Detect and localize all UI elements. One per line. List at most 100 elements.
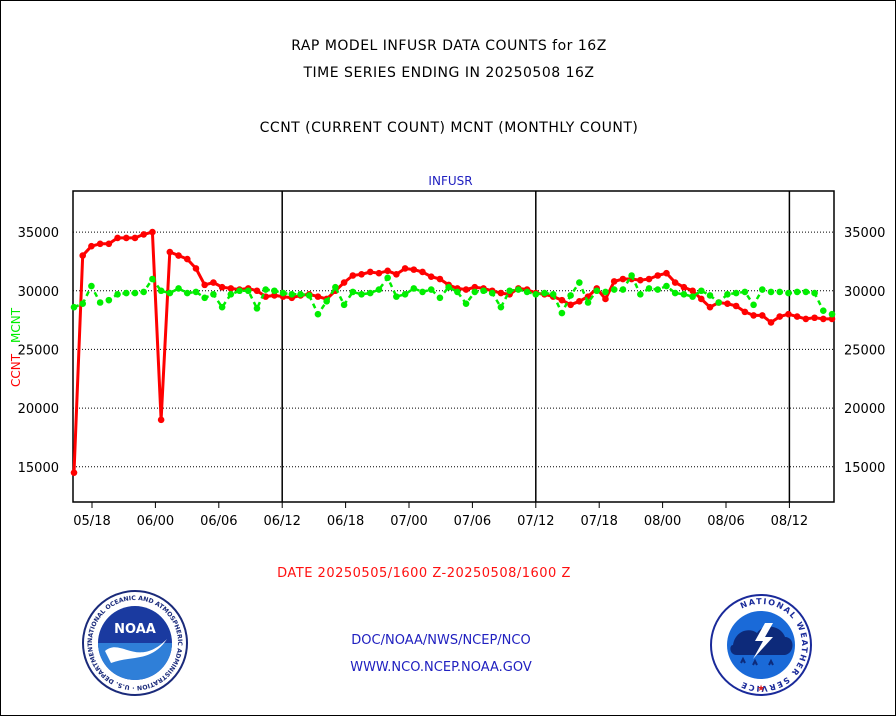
data-point-ccnt — [201, 281, 208, 289]
data-point-mcnt — [724, 290, 731, 298]
data-point-mcnt — [488, 289, 496, 297]
data-point-mcnt — [271, 287, 278, 295]
data-point-ccnt — [183, 255, 191, 263]
data-point-mcnt — [480, 287, 487, 295]
data-point-mcnt — [793, 288, 801, 296]
data-point-ccnt — [680, 283, 688, 291]
data-point-mcnt — [593, 287, 601, 295]
data-point-ccnt — [732, 302, 740, 310]
data-point-mcnt — [210, 290, 217, 298]
data-point-mcnt — [140, 288, 148, 296]
data-point-mcnt — [619, 286, 627, 293]
data-point-mcnt — [741, 288, 749, 296]
data-point-mcnt — [802, 288, 810, 296]
data-point-ccnt — [793, 313, 801, 320]
x-tick-label: 07/18 — [580, 514, 617, 529]
plot-title: INFUSR — [428, 174, 472, 188]
data-point-mcnt — [767, 288, 775, 296]
data-point-ccnt — [122, 234, 130, 242]
data-point-mcnt — [758, 286, 766, 293]
data-point-mcnt — [567, 292, 574, 299]
data-point-mcnt — [131, 289, 139, 297]
data-point-mcnt — [680, 290, 688, 298]
data-point-ccnt — [436, 275, 444, 283]
data-point-ccnt — [227, 285, 235, 292]
data-point-ccnt — [419, 268, 426, 276]
data-point-mcnt — [175, 285, 182, 292]
data-point-ccnt — [776, 313, 784, 320]
data-point-mcnt — [105, 296, 113, 304]
data-point-mcnt — [785, 289, 792, 297]
data-point-ccnt — [724, 300, 731, 307]
data-point-ccnt — [758, 312, 766, 319]
x-tick-label: 07/12 — [517, 514, 554, 529]
data-point-mcnt — [305, 292, 313, 299]
data-point-mcnt — [584, 299, 592, 306]
y-tick-label-right: 20000 — [844, 402, 885, 417]
data-point-mcnt — [218, 303, 226, 311]
x-tick-label: 07/00 — [390, 514, 427, 529]
data-point-ccnt — [567, 301, 574, 309]
y-tick-label-left: 15000 — [18, 461, 59, 476]
plot-frame — [72, 190, 835, 503]
data-point-ccnt — [410, 266, 418, 273]
data-point-ccnt — [157, 416, 165, 424]
y-tick-label-left: 35000 — [18, 226, 59, 241]
data-point-mcnt — [288, 290, 296, 298]
data-point-mcnt — [384, 274, 391, 282]
data-point-ccnt — [96, 240, 104, 248]
data-point-ccnt — [358, 271, 365, 278]
x-tick-label: 08/00 — [644, 514, 681, 529]
data-point-ccnt — [218, 283, 226, 291]
x-tick-label: 07/06 — [454, 514, 491, 529]
data-point-ccnt — [131, 234, 139, 242]
nws-logo-icon[interactable]: NATIONAL WEATHER SERVICE ★ — [709, 593, 813, 697]
noaa-logo-icon[interactable]: NOAA NATIONAL OCEANIC AND ATMOSPHERIC AD… — [81, 589, 189, 697]
data-point-mcnt — [419, 288, 426, 296]
data-point-ccnt — [497, 289, 505, 297]
data-point-mcnt — [819, 307, 827, 315]
data-point-ccnt — [462, 286, 470, 293]
y-tick-label-right: 15000 — [844, 461, 885, 476]
data-point-mcnt — [715, 299, 723, 306]
data-point-mcnt — [227, 290, 235, 298]
data-point-mcnt — [192, 288, 200, 296]
data-point-ccnt — [610, 278, 618, 285]
y-tick-label-left: 25000 — [18, 343, 59, 358]
data-point-ccnt — [645, 275, 653, 283]
data-point-mcnt — [122, 289, 130, 297]
date-range-label: DATE 20250505/1600 Z-20250508/1600 Z — [277, 566, 571, 581]
y-tick-label-left: 20000 — [18, 402, 59, 417]
data-point-mcnt — [149, 275, 156, 283]
x-tick-label: 06/06 — [200, 514, 237, 529]
data-point-mcnt — [628, 272, 635, 279]
x-tick-label: 08/06 — [707, 514, 744, 529]
data-point-mcnt — [96, 299, 104, 306]
data-point-ccnt — [114, 234, 121, 242]
website-link[interactable]: WWW.NCO.NCEP.NOAA.GOV — [350, 660, 532, 675]
data-point-mcnt — [532, 290, 540, 298]
y-axis-label-ccnt: CCNT — [9, 353, 23, 387]
data-point-mcnt — [401, 290, 409, 298]
data-point-ccnt — [384, 267, 391, 275]
data-point-ccnt — [671, 279, 679, 286]
data-point-ccnt — [340, 279, 348, 286]
data-point-mcnt — [610, 286, 618, 293]
data-point-mcnt — [471, 288, 479, 296]
data-point-mcnt — [497, 303, 505, 311]
org-path-link[interactable]: DOC/NOAA/NWS/NCEP/NCO — [351, 633, 531, 648]
data-point-ccnt — [401, 265, 409, 272]
data-point-ccnt — [349, 272, 357, 279]
data-point-ccnt — [70, 469, 78, 476]
data-point-mcnt — [654, 286, 662, 293]
data-point-mcnt — [332, 283, 339, 291]
data-point-ccnt — [828, 315, 836, 323]
nws-star-icon: ★ — [757, 684, 765, 694]
x-tick-label: 05/18 — [73, 514, 110, 529]
data-point-ccnt — [471, 283, 479, 291]
x-tick-label: 06/18 — [327, 514, 364, 529]
data-point-ccnt — [314, 293, 322, 300]
data-point-mcnt — [549, 290, 557, 298]
data-point-mcnt — [393, 293, 400, 300]
